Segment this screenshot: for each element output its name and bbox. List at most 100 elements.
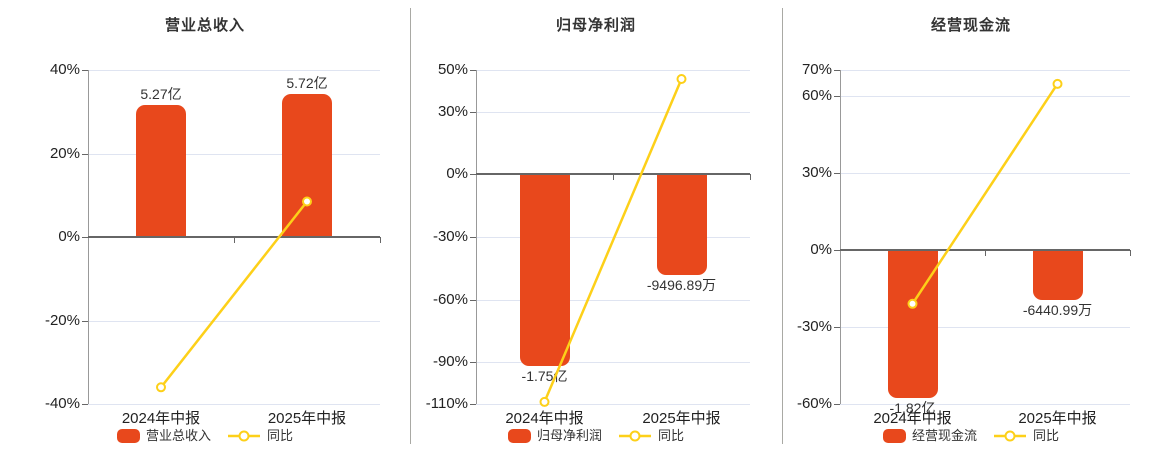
y-axis-tick	[82, 237, 88, 238]
bar-series-swatch	[882, 428, 906, 443]
gridline	[88, 70, 380, 71]
gridline	[840, 404, 1130, 405]
y-tick-label: 20%	[49, 144, 80, 162]
gridline	[840, 172, 1130, 174]
x-category-label: 2024年中报	[505, 410, 584, 427]
gridline	[840, 326, 1130, 328]
line-series-marker-icon	[994, 430, 1026, 441]
bar-2024年中报	[136, 105, 186, 237]
legend: 经营现金流 同比	[782, 428, 1160, 443]
y-axis-tick	[470, 362, 476, 364]
y-tick-label: -90%	[432, 353, 468, 371]
y-tick-label: -60%	[796, 395, 832, 412]
gridline	[476, 299, 750, 301]
y-axis-tick	[82, 153, 88, 155]
y-tick-label: -20%	[44, 311, 80, 329]
y-axis-tick	[470, 111, 476, 113]
chart-title: 归母净利润	[555, 17, 636, 34]
bar-2025年中报	[1032, 249, 1083, 300]
y-tick-label: 60%	[801, 86, 832, 104]
gridline	[476, 70, 750, 71]
legend: 归母净利润 同比	[410, 428, 782, 443]
y-axis-tick	[470, 404, 476, 405]
gridline	[476, 404, 750, 405]
legend: 营业总收入 同比	[0, 428, 410, 443]
x-axis-tick	[985, 249, 986, 256]
bar-value-label: 5.27亿	[140, 86, 182, 103]
legend-label: 同比	[658, 428, 685, 443]
legend-item-yoy: 同比	[993, 428, 1059, 443]
y-axis-tick	[470, 299, 476, 301]
chart-title: 经营现金流	[930, 17, 1011, 34]
y-tick-label: -30%	[796, 317, 832, 335]
bar-value-label: -6440.99万	[1022, 301, 1093, 318]
yoy-point-marker	[156, 382, 166, 393]
y-tick-label: -30%	[432, 228, 468, 245]
y-tick-label: -40%	[44, 395, 80, 412]
x-category-label: 2025年中报	[267, 410, 347, 427]
gridline	[840, 95, 1130, 97]
bar-2024年中报	[887, 249, 938, 398]
x-category-label: 2025年中报	[1018, 410, 1097, 427]
yoy-point-marker	[1052, 78, 1063, 89]
panel-divider-1	[410, 8, 411, 444]
y-tick-label: 50%	[437, 61, 468, 78]
y-tick-label: 0%	[58, 228, 80, 245]
y-axis-line	[840, 70, 841, 404]
y-axis-tick	[470, 237, 476, 238]
x-category-label: 2024年中报	[873, 410, 952, 427]
x-axis-tick	[234, 237, 235, 243]
x-category-label: 2024年中报	[121, 410, 201, 427]
legend-label: 营业总收入	[145, 428, 211, 443]
legend-item-yoy: 同比	[618, 428, 684, 443]
bar-value-label: -1.82亿	[889, 399, 936, 416]
y-axis-tick	[82, 70, 88, 71]
y-axis-tick	[470, 70, 476, 71]
x-axis-tick	[380, 237, 381, 243]
yoy-point-marker	[676, 73, 687, 84]
y-tick-label: 30%	[437, 102, 468, 120]
y-tick-label: -110%	[425, 395, 468, 412]
legend-item-经营现金流: 经营现金流	[882, 428, 977, 443]
y-tick-label: -60%	[432, 290, 468, 308]
y-tick-label: 0%	[810, 240, 832, 258]
bar-series-swatch	[507, 428, 531, 443]
y-tick-label: 70%	[801, 61, 832, 78]
line-series-marker-icon	[228, 430, 260, 441]
gridline	[476, 362, 750, 364]
x-axis-tick	[613, 174, 614, 181]
y-tick-label: 40%	[49, 61, 80, 78]
x-axis-tick	[1130, 249, 1131, 256]
y-axis-tick	[834, 70, 840, 71]
y-tick-label: 0%	[446, 165, 468, 183]
y-axis-tick	[834, 326, 840, 328]
y-axis-line	[476, 70, 477, 404]
bar-value-label: -9496.89万	[646, 276, 717, 293]
gridline	[840, 70, 1130, 71]
legend-label: 经营现金流	[911, 428, 977, 443]
gridline	[88, 320, 380, 322]
legend-item-营业总收入: 营业总收入	[116, 428, 211, 443]
y-axis-tick	[834, 249, 840, 251]
gridline	[88, 404, 380, 405]
bar-value-label: -1.75亿	[521, 368, 568, 385]
y-tick-label: 30%	[801, 163, 832, 181]
gridline	[88, 153, 380, 155]
legend-label: 同比	[1033, 428, 1060, 443]
y-axis-tick	[834, 172, 840, 174]
bar-series-swatch	[116, 428, 140, 443]
legend-item-归母净利润: 归母净利润	[507, 428, 602, 443]
legend-item-yoy: 同比	[227, 428, 293, 443]
gridline	[476, 237, 750, 238]
bar-2025年中报	[282, 94, 332, 237]
y-axis-tick	[470, 174, 476, 176]
y-axis-tick	[834, 404, 840, 405]
bar-2025年中报	[656, 174, 707, 275]
line-series-marker-icon	[619, 430, 651, 441]
legend-label: 归母净利润	[536, 428, 602, 443]
x-axis-tick	[750, 174, 751, 181]
panel-divider-2	[782, 8, 783, 444]
y-axis-tick	[82, 404, 88, 405]
gridline	[476, 111, 750, 113]
